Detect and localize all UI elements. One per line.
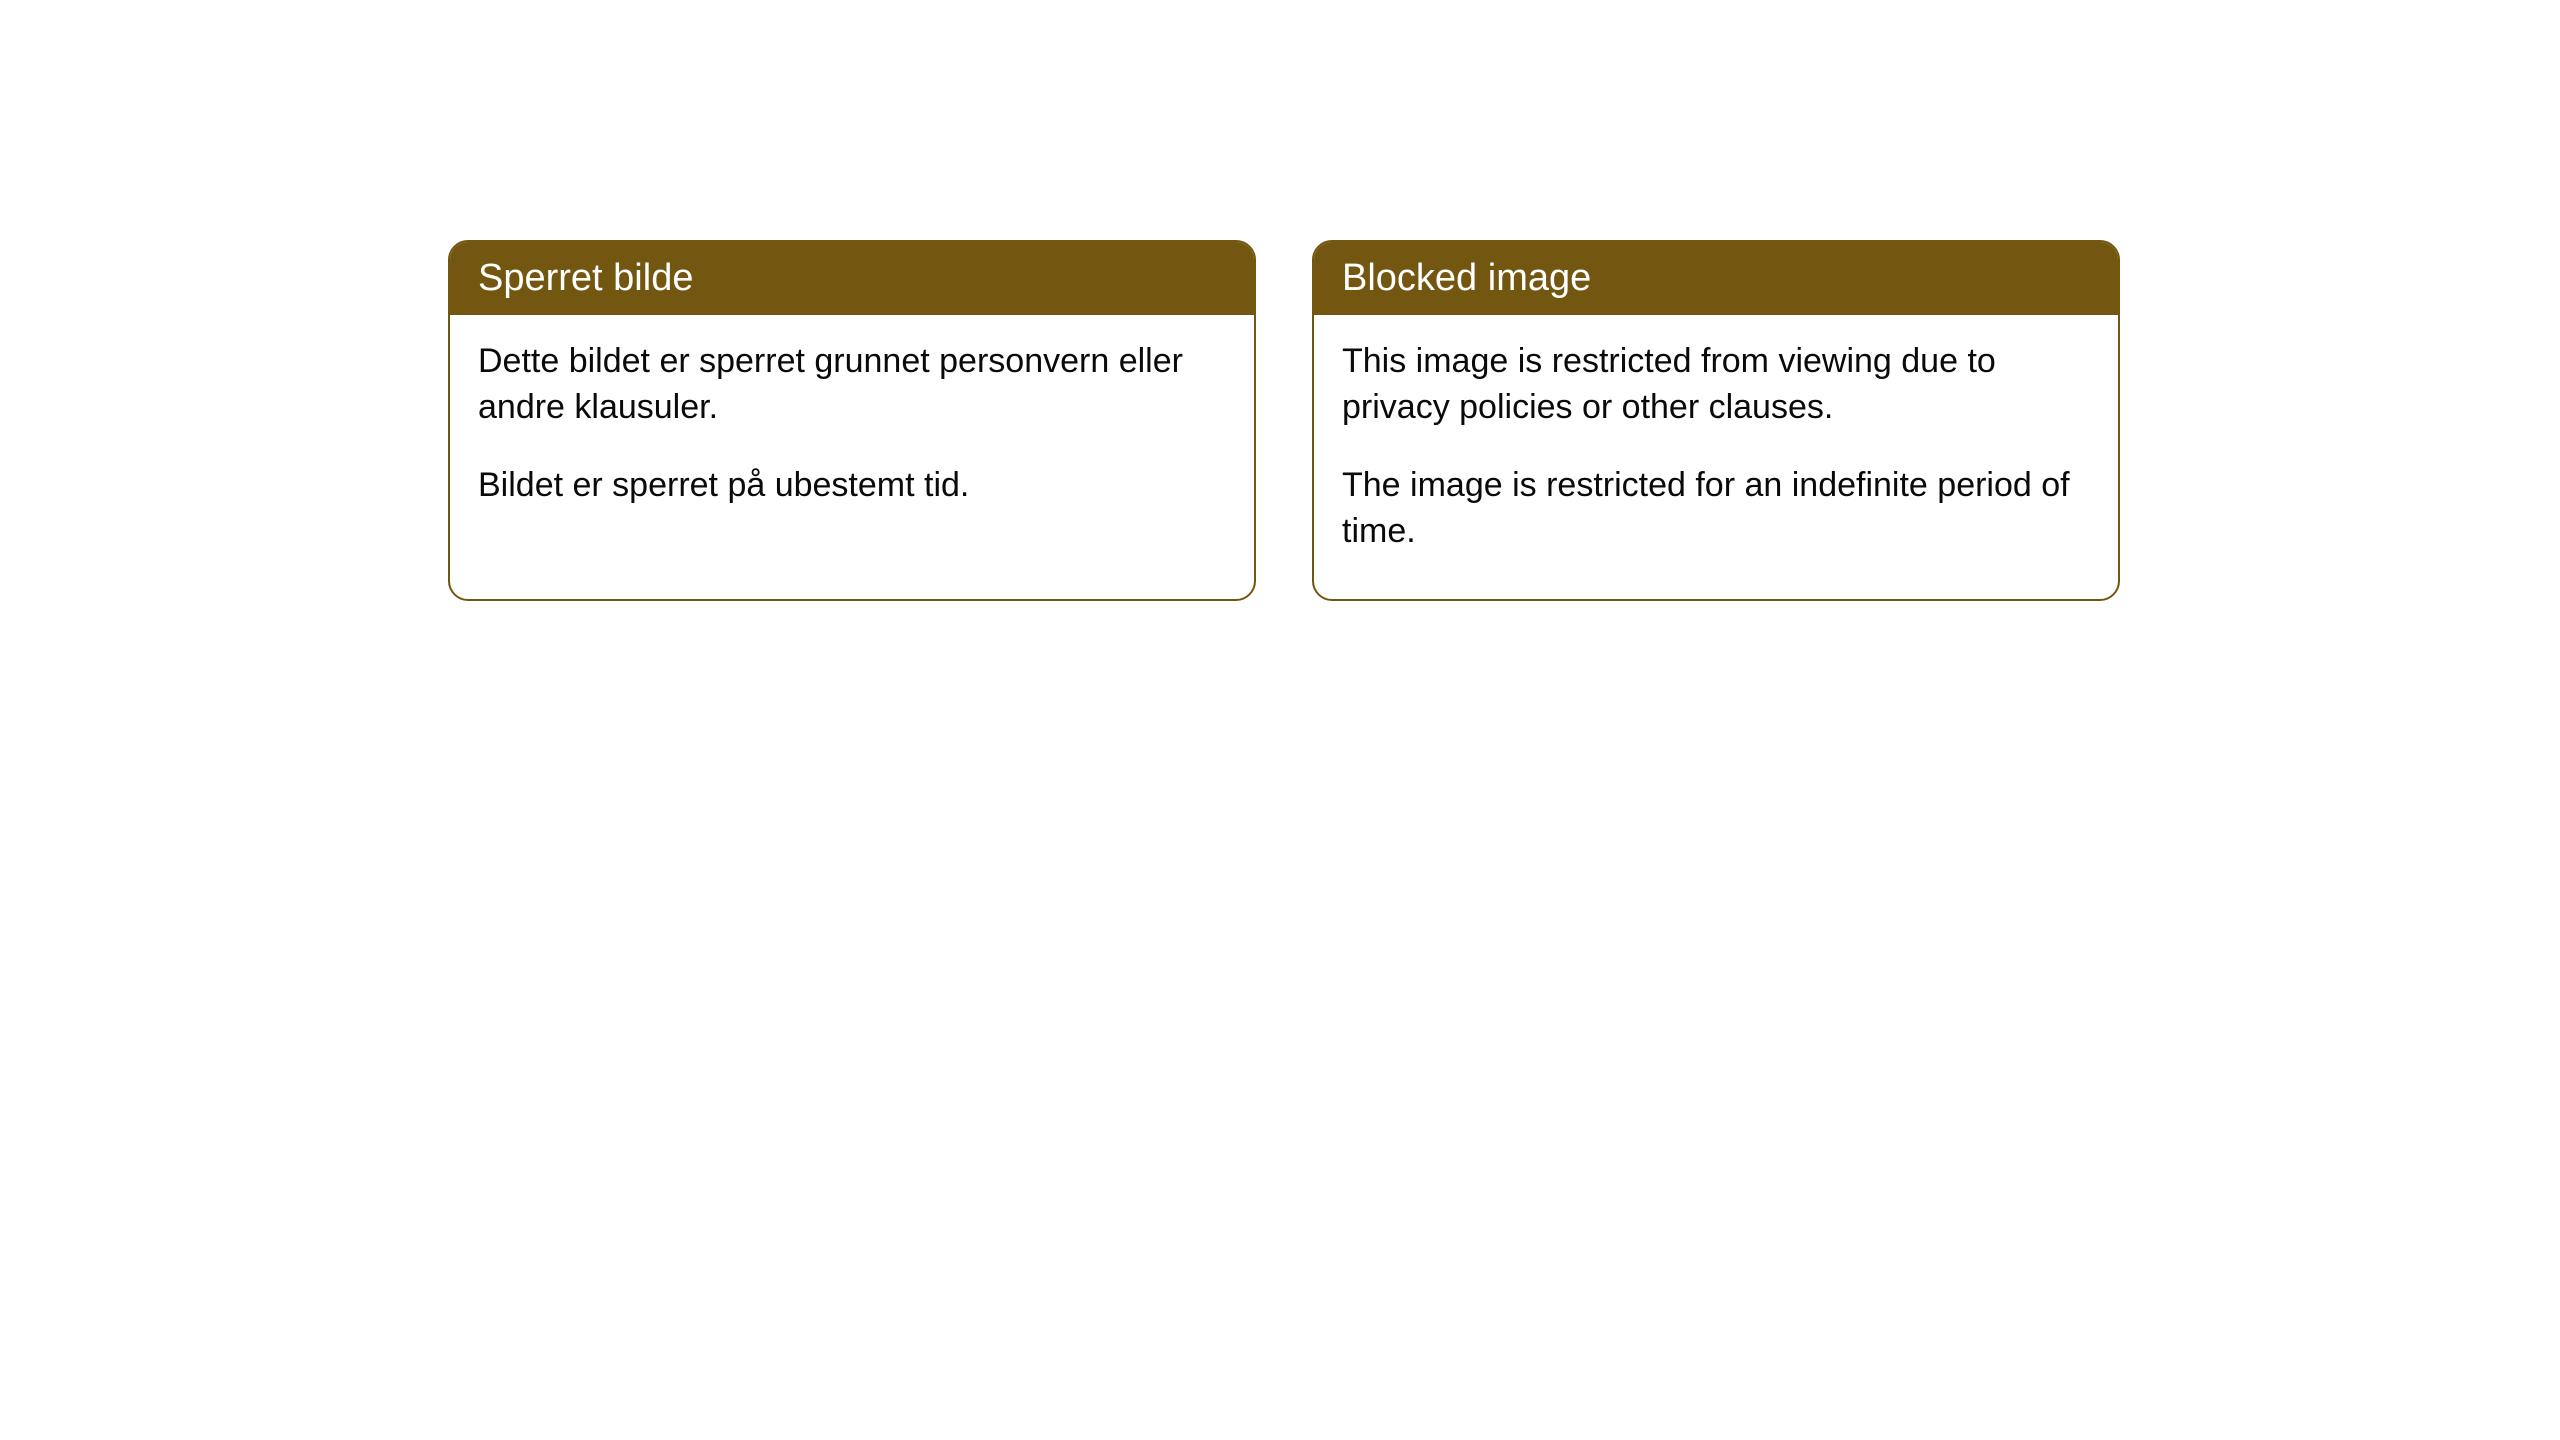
notice-card-english: Blocked image This image is restricted f… [1312, 240, 2120, 601]
notice-card-paragraph: The image is restricted for an indefinit… [1342, 463, 2090, 555]
notice-card-norwegian: Sperret bilde Dette bildet er sperret gr… [448, 240, 1256, 601]
notice-card-header: Blocked image [1314, 242, 2118, 315]
notice-card-paragraph: This image is restricted from viewing du… [1342, 339, 2090, 431]
notice-card-header: Sperret bilde [450, 242, 1254, 315]
notice-card-paragraph: Dette bildet er sperret grunnet personve… [478, 339, 1226, 431]
notice-cards-container: Sperret bilde Dette bildet er sperret gr… [0, 0, 2560, 601]
notice-card-body: Dette bildet er sperret grunnet personve… [450, 315, 1254, 553]
notice-card-title: Sperret bilde [478, 257, 693, 299]
notice-card-body: This image is restricted from viewing du… [1314, 315, 2118, 599]
notice-card-paragraph: Bildet er sperret på ubestemt tid. [478, 463, 1226, 509]
notice-card-title: Blocked image [1342, 257, 1591, 299]
